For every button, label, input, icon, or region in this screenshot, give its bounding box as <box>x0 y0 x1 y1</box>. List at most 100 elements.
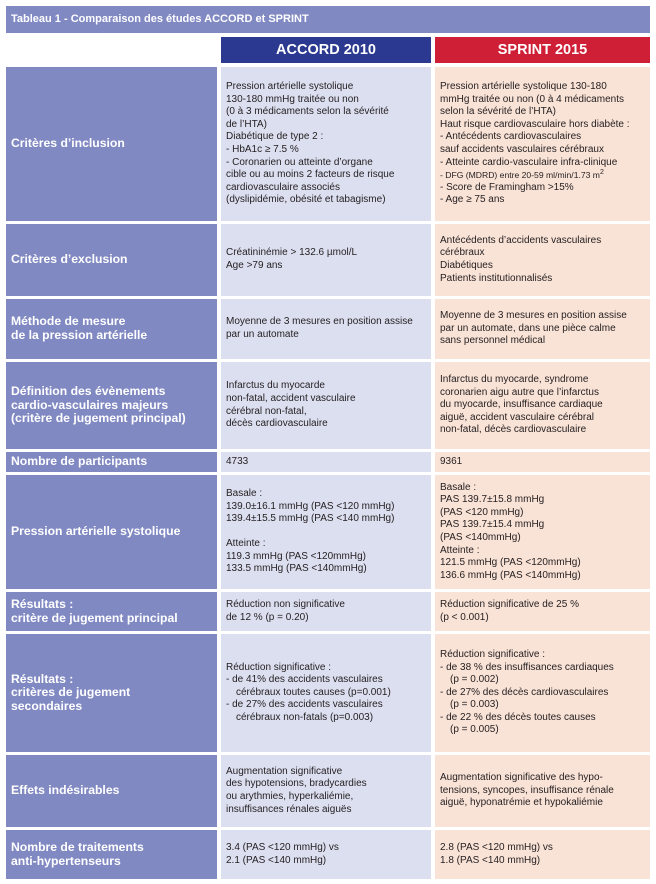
row-label-2: Méthode de mesure de la pression artériel… <box>6 299 217 359</box>
cell-line: 136.6 mmHg (PAS <140mmHg) <box>440 569 581 581</box>
accord-cell-5: Basale :139.0±16.1 mmHg (PAS <120 mmHg) 1… <box>221 475 431 589</box>
cell-line: PAS 139.7±15.4 mmHg <box>440 519 545 531</box>
cell-line: du myocarde, insuffisance cardiaque <box>440 399 603 411</box>
cell-line: Nombre de participants <box>11 454 148 469</box>
cell-line: cérébraux toutes causes (p=0.001) <box>236 686 391 698</box>
cell-line: Infarctus du myocarde, syndrome <box>440 374 589 386</box>
sprint-cell-1: Antécédents d’accidents vasculaires céréb… <box>435 224 650 296</box>
cell-line: 139.0±16.1 mmHg (PAS <120 mmHg) <box>226 500 395 512</box>
cell-line <box>226 526 428 538</box>
accord-cell-6: Réduction non significative de 12 % (p = … <box>221 592 431 631</box>
cell-line: Créatininémie > 132.6 µmol/L <box>226 247 358 259</box>
cell-line: PAS 139.7±15.8 mmHg <box>440 494 545 506</box>
cell-line: 121.5 mmHg (PAS <120mmHg) <box>440 557 581 569</box>
cell-line: Résultats : <box>11 671 74 686</box>
row-label-1: Critères d’exclusion <box>6 224 217 296</box>
cell-line: de la pression artérielle <box>11 328 148 342</box>
cell-line: Pression artérielle systolique 130-180 <box>440 81 607 93</box>
row-label-5: Pression artérielle systolique <box>6 475 217 589</box>
cell-line: (PAS <120 mmHg) <box>440 506 524 518</box>
row-label-7: Résultats : critères de jugement secondair… <box>6 634 217 752</box>
cell-line: secondaires <box>11 698 83 713</box>
cell-line: coronarien aigu autre que l’infarctus <box>440 386 599 398</box>
accord-cell-3: Infarctus du myocarde non-fatal, accident… <box>221 362 431 449</box>
cell-line: Nombre de traitements <box>11 839 144 854</box>
row-label-4: Nombre de participants <box>6 452 217 472</box>
sprint-cell-4: 9361 <box>435 452 650 472</box>
cell-line: - de 41% des accidents vasculaires <box>226 674 383 686</box>
sprint-column-header: SPRINT 2015 <box>435 37 650 63</box>
cell-line: cérébraux <box>440 247 485 259</box>
cell-line: Réduction significative : <box>440 648 546 660</box>
cell-line: 9361 <box>440 455 463 467</box>
cell-line: Critères d’exclusion <box>11 252 128 267</box>
table-title: Tableau 1 - Comparaison des études ACCOR… <box>6 6 650 33</box>
cell-line: (p = 0.003) <box>450 699 499 711</box>
cell-line: aiguë, accident vasculaire cérébral <box>440 411 594 423</box>
accord-cell-0: Pression artérielle systolique 130-180 mm… <box>221 67 431 221</box>
cell-line: - de 22 % des décès toutes causes <box>440 711 596 723</box>
cell-line: - HbA1c ≥ 7.5 % <box>226 144 299 155</box>
cell-line: Age >79 ans <box>226 260 283 271</box>
cell-line: de 12 % (p = 0.20) <box>226 611 309 623</box>
cell-line: Pression artérielle systolique <box>11 524 181 539</box>
cell-line: (p < 0.001) <box>440 611 489 623</box>
cell-line: sauf accidents vasculaires cérébraux <box>440 144 604 155</box>
accord-cell-2: Moyenne de 3 mesures en position assise p… <box>221 299 431 359</box>
cell-line: Moyenne de 3 mesures en position assise <box>440 310 627 322</box>
cell-line: - de 27% des décès cardiovasculaires <box>440 686 609 698</box>
cell-line: critères de jugement <box>11 685 131 700</box>
cell-line: - Coronarien ou atteinte d’organe <box>226 156 373 168</box>
row-label-3: Définition des évènements cardio-vasculai… <box>6 362 217 449</box>
superscript: 2 <box>599 169 604 177</box>
cell-line: ou arythmies, hyperkaliémie, <box>226 791 354 802</box>
cell-line: - Atteinte cardio-vasculaire infra-clini… <box>440 156 618 168</box>
cell-line: - Age ≥ 75 ans <box>440 194 505 206</box>
cell-line: - Antécédents cardiovasculaires <box>440 131 582 143</box>
row-label-9: Nombre de traitements anti-hypertenseurs <box>6 830 217 879</box>
cell-line: non-fatal, accident vasculaire <box>226 392 356 404</box>
cell-line: Réduction significative de 25 % <box>440 598 579 610</box>
cell-line: cardiovasculaire associés <box>226 181 340 193</box>
cell-line: non-fatal, décès cardiovasculaire <box>440 424 587 436</box>
cell-line: par un automate, dans une pièce calme <box>440 322 616 334</box>
cell-line: cérébraux non-fatals (p=0.003) <box>236 711 374 723</box>
cell-line: Résultats : <box>11 596 74 611</box>
cell-line: Atteinte : <box>226 538 266 549</box>
cell-line: mmHg traitée ou non (0 à 4 médicaments <box>440 93 624 105</box>
cell-line: Effets indésirables <box>11 783 120 798</box>
cell-line: décès cardiovasculaire <box>226 418 328 430</box>
cell-line: (p = 0.005) <box>450 724 499 736</box>
cell-line: 3.4 (PAS <120 mmHg) vs <box>226 841 339 853</box>
cell-line: - Score de Framingham >15% <box>440 181 574 193</box>
cell-line: Moyenne de 3 mesures en position assise <box>226 316 413 328</box>
cell-line: (dyslipidémie, obésité et tabagisme) <box>226 194 386 206</box>
cell-line: Définition des évènements <box>11 384 166 399</box>
cell-line: 119.3 mmHg (PAS <120mmHg) <box>226 550 366 562</box>
cell-line: - DFG (MDRD) entre 20-59 ml/min/1.73 m2 <box>440 169 604 181</box>
cell-line: (0 à 3 médicaments selon la sévérité <box>226 106 389 118</box>
cell-line: Basale : <box>226 488 263 500</box>
cell-line: sans personnel médical <box>440 335 546 347</box>
cell-line: 139.4±15.5 mmHg (PAS <140 mmHg) <box>226 513 395 525</box>
cell-line: Infarctus du myocarde <box>226 380 325 392</box>
cell-line: de l’HTA) <box>226 118 267 130</box>
cell-line: 130-180 mmHg traitée ou non <box>226 93 359 105</box>
cell-line: (p = 0.002) <box>450 674 499 686</box>
cell-line: (PAS <140mmHg) <box>440 532 521 543</box>
row-label-8: Effets indésirables <box>6 755 217 827</box>
cell-line: Diabétiques <box>440 260 493 271</box>
sprint-cell-9: 2.8 (PAS <120 mmHg) vs 1.8 (PAS <140 mmHg… <box>435 830 650 879</box>
sprint-cell-3: Infarctus du myocarde, syndrome coronarie… <box>435 362 650 449</box>
sprint-cell-5: Basale : PAS 139.7±15.8 mmHg (PAS <120 mmH… <box>435 475 650 589</box>
cell-line: - de 27% des accidents vasculaires <box>226 699 383 711</box>
cell-line: cible ou au moins 2 facteurs de risque <box>226 169 395 181</box>
row-label-6: Résultats : critère de jugement principal <box>6 592 217 631</box>
cell-line: critère de jugement principal <box>11 610 178 625</box>
cell-line: par un automate <box>226 329 299 340</box>
cell-line: Basale : <box>440 481 477 493</box>
cell-line: Réduction non significative <box>226 598 345 610</box>
cell-line: tensions, syncopes, insuffisance rénale <box>440 784 614 796</box>
sprint-cell-8: Augmentation significative des hypo-tens… <box>435 755 650 827</box>
sprint-cell-7: Réduction significative :- de 38 % des i… <box>435 634 650 752</box>
